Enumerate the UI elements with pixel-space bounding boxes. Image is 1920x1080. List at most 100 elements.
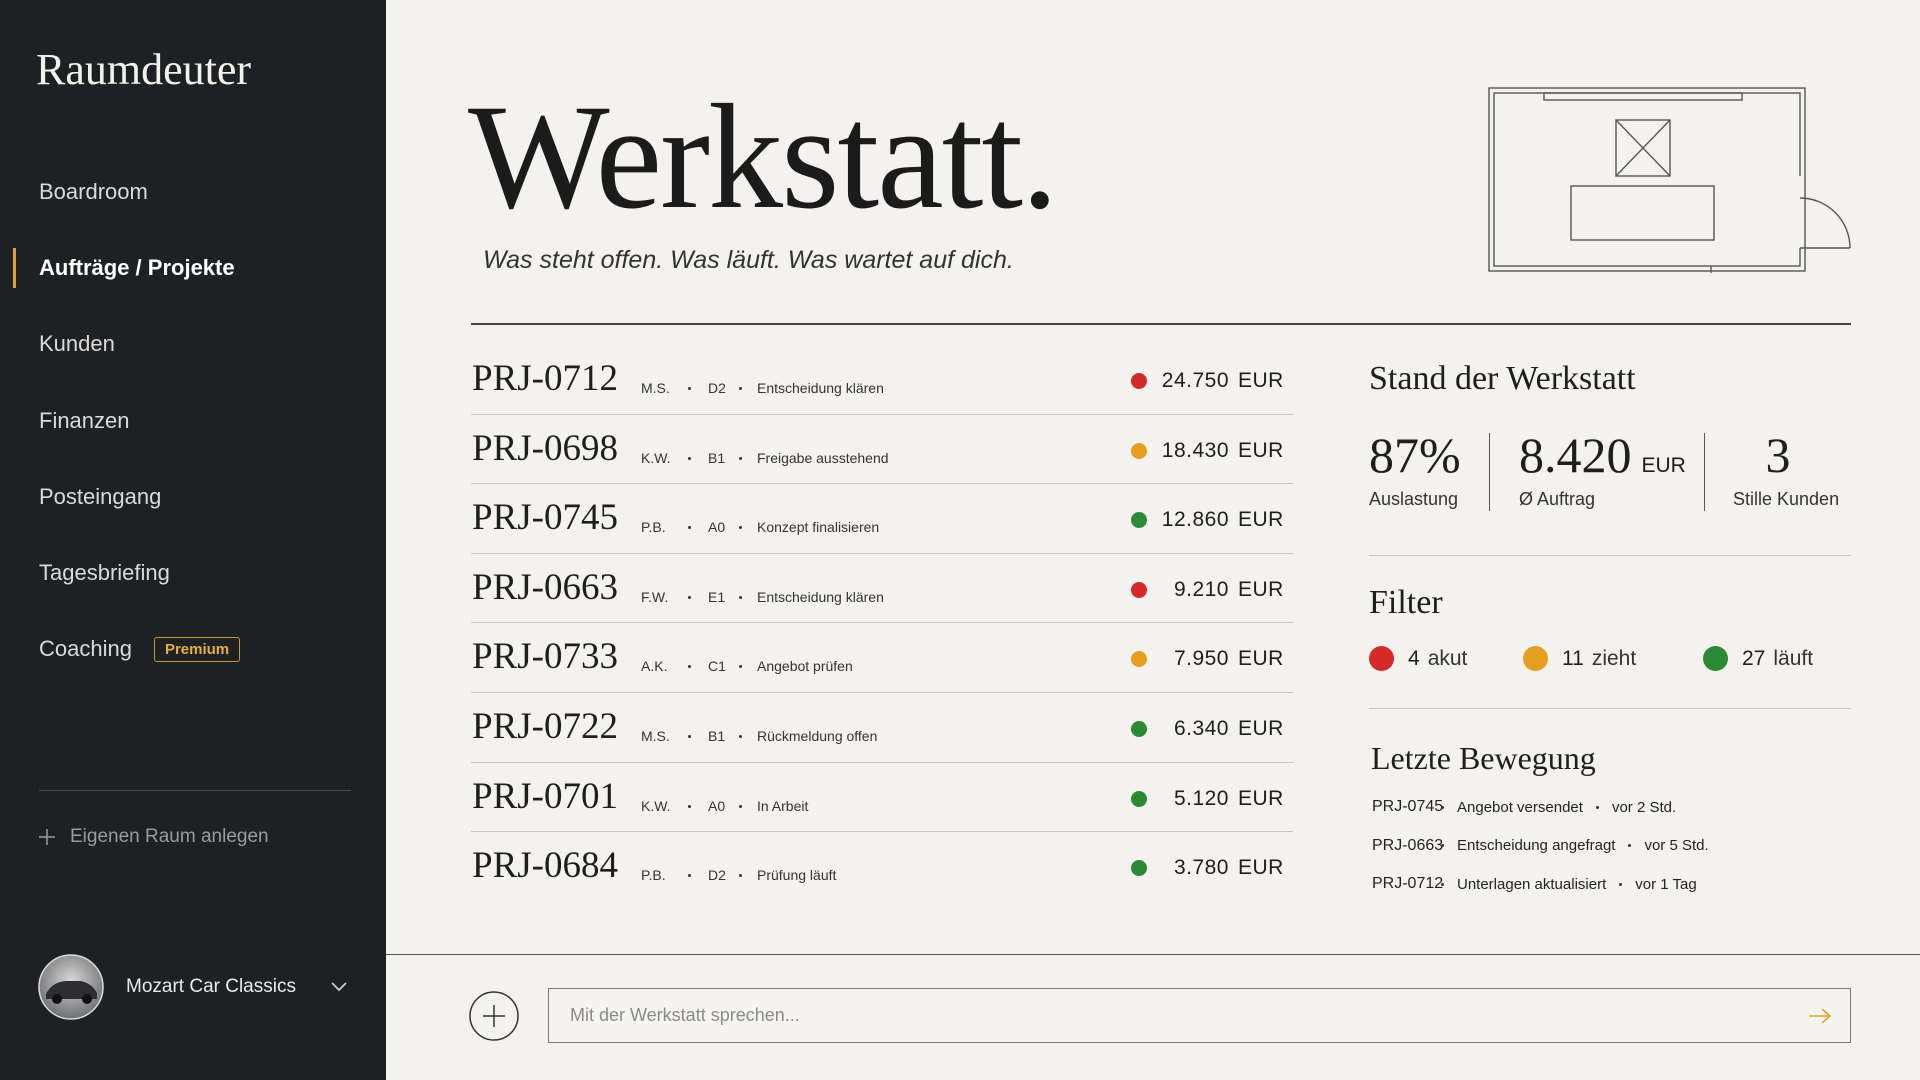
add-room-label: Eigenen Raum anlegen [70, 826, 269, 847]
project-currency: EUR [1238, 508, 1284, 532]
activity-action: Unterlagen aktualisiert [1457, 875, 1607, 893]
chevron[interactable] [330, 981, 348, 993]
dotsep [688, 874, 691, 878]
nav-label: Aufträge / Projekte [39, 255, 235, 281]
chat-placeholder: Mit der Werkstatt sprechen... [570, 1005, 800, 1025]
stat-divider [1704, 433, 1705, 511]
activity-time: vor 2 Std. [1611, 798, 1677, 816]
project-currency: EUR [1238, 647, 1284, 671]
project-id: PRJ-0712 [472, 358, 618, 399]
header-divider [471, 323, 1851, 325]
active-indicator [13, 248, 16, 289]
project-row[interactable]: PRJ-0698 K.W. B1 Freigabe ausstehend 18.430 E… [471, 415, 1293, 485]
project-phase: B1 [708, 449, 726, 466]
nav-item[interactable]: Boardroom [0, 172, 386, 212]
dotsep [1595, 805, 1599, 809]
dotsep [739, 595, 742, 599]
dotsep [739, 665, 742, 669]
nav-item[interactable]: Finanzen [0, 401, 386, 441]
filter-count: 4 [1408, 646, 1420, 670]
nav-label: Tagesbriefing [39, 560, 170, 585]
project-amount: 18.430 [1161, 438, 1229, 462]
project-owner: K.W. [641, 797, 671, 814]
chat-input[interactable]: Mit der Werkstatt sprechen... [548, 988, 1851, 1043]
project-row[interactable]: PRJ-0663 F.W. E1 Entscheidung klären 9.210 EU… [471, 554, 1293, 624]
dotsep [739, 804, 742, 808]
nav-item[interactable]: Tagesbriefing [0, 553, 386, 593]
stat: 3 Stille Kunden [1733, 425, 1839, 510]
project-row[interactable]: PRJ-0701 K.W. A0 In Arbeit 5.120 EUR [471, 763, 1293, 833]
project-row[interactable]: PRJ-0712 M.S. D2 Entscheidung klären 24.750 E… [471, 345, 1293, 415]
account-name: Mozart Car Classics [126, 976, 296, 997]
brand: Raumdeuter [36, 45, 252, 94]
status-dot [1131, 790, 1147, 807]
project-phase: D2 [708, 380, 726, 396]
nav-label: Boardroom [39, 179, 148, 204]
project-row[interactable]: PRJ-0733 A.K. C1 Angebot prüfen 7.950 EUR [471, 623, 1293, 693]
project-phase: A0 [708, 797, 726, 814]
activity-item[interactable]: PRJ-0745 Angebot versendet vor 2 Std. [1372, 798, 1676, 816]
project-phase: B1 [708, 728, 726, 744]
dotsep [688, 804, 691, 808]
account[interactable]: Mozart Car Classics [38, 954, 348, 1020]
dotsep [739, 456, 742, 460]
filter-chip[interactable]: 4 akut [1369, 646, 1467, 671]
project-row[interactable]: PRJ-0684 P.B. D2 Prüfung läuft 3.780 EUR [471, 832, 1293, 902]
dotsep [1441, 882, 1444, 886]
dotsep [688, 456, 691, 460]
project-id: PRJ-0745 [472, 497, 618, 539]
activity-time: vor 5 Std. [1644, 837, 1709, 855]
nav-item[interactable]: Aufträge / Projekte [0, 248, 386, 289]
stat-value: 8.420 [1519, 427, 1632, 483]
stat-label: Ø Auftrag [1519, 489, 1596, 509]
stat: 87% Auslastung [1369, 425, 1461, 510]
filter-label: zieht [1591, 646, 1637, 670]
dotsep [739, 387, 742, 390]
send-button[interactable] [1808, 1007, 1832, 1025]
project-id: PRJ-0698 [472, 427, 618, 469]
filter-chip[interactable]: 27 läuft [1703, 646, 1813, 671]
dotsep [739, 526, 742, 530]
filter-dot [1523, 646, 1548, 671]
dotsep [1619, 882, 1623, 886]
stat-unit: EUR [1641, 454, 1686, 477]
activity-item[interactable]: PRJ-0663 Entscheidung angefragt vor 5 Std. [1372, 837, 1709, 855]
project-owner: M.S. [641, 380, 670, 396]
project-owner: A.K. [641, 658, 668, 675]
status-dot [1131, 581, 1147, 598]
project-currency: EUR [1238, 856, 1284, 880]
project-row[interactable]: PRJ-0745 P.B. A0 Konzept finalisieren 12.860… [471, 484, 1293, 554]
nav-item[interactable]: Coaching Premium [0, 629, 386, 669]
overview-title: Stand der Werkstatt [1369, 360, 1636, 397]
add-room[interactable]: Eigenen Raum anlegen [38, 822, 269, 852]
project-currency: EUR [1238, 438, 1284, 462]
add-button[interactable] [468, 990, 520, 1042]
filter-chip[interactable]: 11 zieht [1523, 646, 1636, 671]
dotsep [1441, 844, 1444, 848]
dotsep [688, 735, 691, 738]
divider [1369, 708, 1851, 709]
nav-label: Posteingang [39, 483, 162, 509]
project-phase: D2 [708, 867, 726, 884]
activity-item[interactable]: PRJ-0712 Unterlagen aktualisiert vor 1 Tag [1372, 875, 1697, 893]
nav-item[interactable]: Kunden [0, 324, 386, 364]
project-row[interactable]: PRJ-0722 M.S. B1 Rückmeldung offen 6.340 EUR [471, 693, 1293, 763]
stat-value-row: 3 [1733, 425, 1823, 485]
divider [39, 790, 351, 791]
divider [1369, 555, 1851, 556]
page-subtitle: Was steht offen. Was läuft. Was wartet a… [483, 246, 1014, 274]
project-status: In Arbeit [757, 797, 809, 814]
filter-text: 11 zieht [1562, 647, 1636, 671]
dotsep [688, 387, 691, 390]
nav-label: Kunden [39, 331, 115, 357]
filter-dot [1369, 646, 1394, 671]
nav-item[interactable]: Posteingang [0, 477, 386, 517]
stat-divider [1489, 433, 1490, 511]
project-owner: M.S. [641, 728, 670, 744]
filter-text: 27 läuft [1742, 647, 1813, 671]
project-id: PRJ-0733 [472, 636, 618, 678]
status-dot [1131, 373, 1147, 389]
filter-title: Filter [1369, 584, 1443, 621]
project-phase: A0 [708, 519, 726, 536]
